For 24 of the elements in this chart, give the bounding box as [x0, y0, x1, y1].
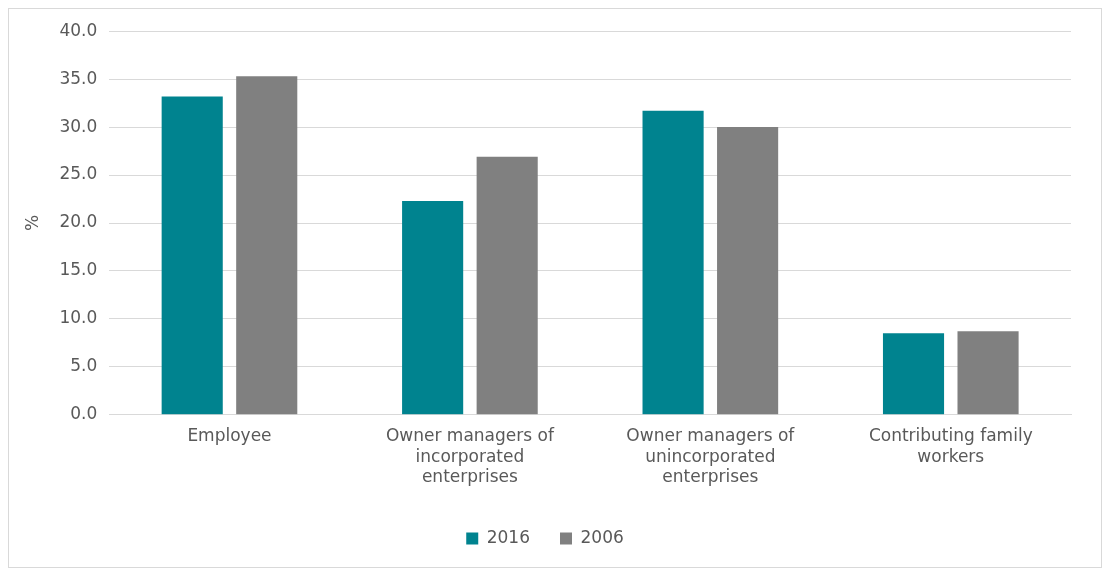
y-axis-title: %	[21, 214, 42, 232]
x-tick-label: Owner managers of incorporated enterprises	[385, 425, 555, 487]
bar	[642, 110, 704, 415]
x-tick-label: Owner managers of unincorporated enterprises	[626, 425, 796, 487]
y-tick-label: 40.0	[59, 19, 98, 40]
legend-label: 2006	[580, 526, 624, 547]
bar	[476, 156, 538, 415]
bar	[957, 331, 1019, 415]
bar	[402, 200, 464, 415]
bar	[236, 76, 298, 415]
bar	[717, 127, 779, 415]
bar	[882, 333, 945, 415]
x-tick-label: Employee	[187, 425, 272, 446]
y-tick-label: 10.0	[59, 307, 98, 328]
bar	[161, 96, 223, 415]
y-tick-label: 0.0	[70, 403, 98, 424]
y-tick-label: 30.0	[59, 115, 98, 136]
y-tick-label: 35.0	[59, 67, 98, 88]
legend-label: 2016	[486, 526, 530, 547]
y-tick-label: 20.0	[59, 211, 98, 232]
y-tick-label: 25.0	[59, 163, 98, 184]
y-tick-label: 5.0	[70, 355, 98, 376]
y-tick-label: 15.0	[59, 259, 98, 280]
x-tick-label: Contributing family workers	[868, 425, 1033, 466]
